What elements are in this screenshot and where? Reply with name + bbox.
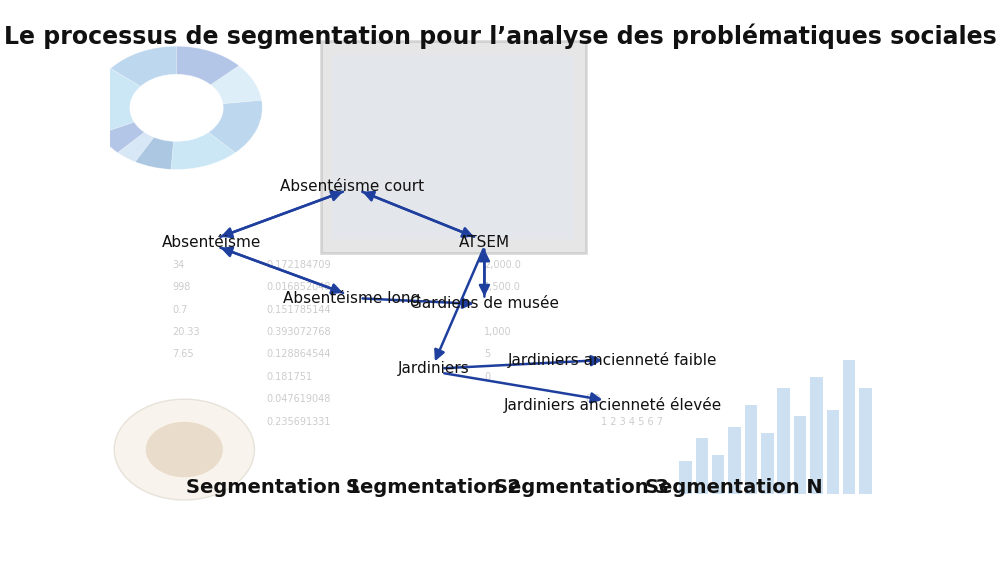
- Text: 0.181751: 0.181751: [266, 372, 312, 382]
- Wedge shape: [118, 132, 154, 162]
- Circle shape: [114, 399, 254, 500]
- Text: 34: 34: [173, 260, 185, 270]
- Text: Jardiniers ancienneté faible: Jardiniers ancienneté faible: [508, 352, 718, 368]
- Bar: [745, 405, 757, 494]
- Text: 0.7: 0.7: [173, 305, 188, 315]
- Bar: [810, 377, 823, 494]
- Text: Segmentation N: Segmentation N: [645, 478, 823, 497]
- Bar: [332, 55, 574, 239]
- Text: 1,500.0: 1,500.0: [484, 282, 521, 292]
- Text: 2,000.0: 2,000.0: [484, 260, 521, 270]
- Text: Jardiniers ancienneté élevée: Jardiniers ancienneté élevée: [504, 397, 722, 413]
- Bar: [794, 416, 806, 494]
- Wedge shape: [110, 46, 177, 86]
- Wedge shape: [99, 122, 145, 153]
- Bar: [712, 455, 724, 494]
- Text: Segmentation 1: Segmentation 1: [186, 478, 361, 497]
- Bar: [679, 461, 692, 494]
- Text: 0.235691331: 0.235691331: [266, 417, 331, 427]
- Text: 7.65: 7.65: [173, 349, 194, 359]
- Text: Segmentation 2: Segmentation 2: [346, 478, 521, 497]
- Text: 0.0: 0.0: [586, 394, 601, 404]
- Bar: [761, 433, 774, 494]
- Wedge shape: [91, 69, 140, 134]
- Text: 0: 0: [484, 372, 491, 382]
- Bar: [728, 427, 741, 494]
- Wedge shape: [177, 46, 239, 85]
- Circle shape: [146, 422, 223, 477]
- Text: 1 2 3 4 5 6 7: 1 2 3 4 5 6 7: [601, 417, 663, 427]
- Text: Le processus de segmentation pour l’analyse des problématiques sociales: Le processus de segmentation pour l’anal…: [4, 24, 996, 50]
- Wedge shape: [209, 100, 262, 153]
- Bar: [696, 439, 708, 494]
- Text: Jardiniers: Jardiniers: [398, 361, 470, 376]
- Text: 5: 5: [484, 349, 491, 359]
- Text: Absentéisme long: Absentéisme long: [283, 291, 421, 306]
- Text: 0.016852048: 0.016852048: [266, 282, 331, 292]
- Wedge shape: [135, 137, 174, 169]
- Bar: [859, 388, 872, 494]
- Text: Gardiens de musée: Gardiens de musée: [410, 296, 559, 311]
- Text: 0.151785144: 0.151785144: [266, 305, 331, 315]
- Text: Segmentation 3: Segmentation 3: [494, 478, 669, 497]
- Text: 0.047619048: 0.047619048: [266, 394, 331, 404]
- Text: 1,000: 1,000: [484, 327, 512, 337]
- Text: ATSEM: ATSEM: [459, 235, 510, 250]
- Text: Absentéisme: Absentéisme: [162, 235, 261, 250]
- Text: 0.393072768: 0.393072768: [266, 327, 331, 337]
- Bar: [321, 41, 586, 253]
- Text: Absentéisme court: Absentéisme court: [280, 179, 424, 194]
- Text: 998: 998: [173, 282, 191, 292]
- Text: 0.128864544: 0.128864544: [266, 349, 331, 359]
- Wedge shape: [211, 66, 262, 104]
- Bar: [843, 360, 855, 494]
- Wedge shape: [171, 132, 235, 169]
- Text: 0.172184709: 0.172184709: [266, 260, 331, 270]
- Text: 20.33: 20.33: [173, 327, 200, 337]
- Bar: [827, 410, 839, 494]
- Bar: [777, 388, 790, 494]
